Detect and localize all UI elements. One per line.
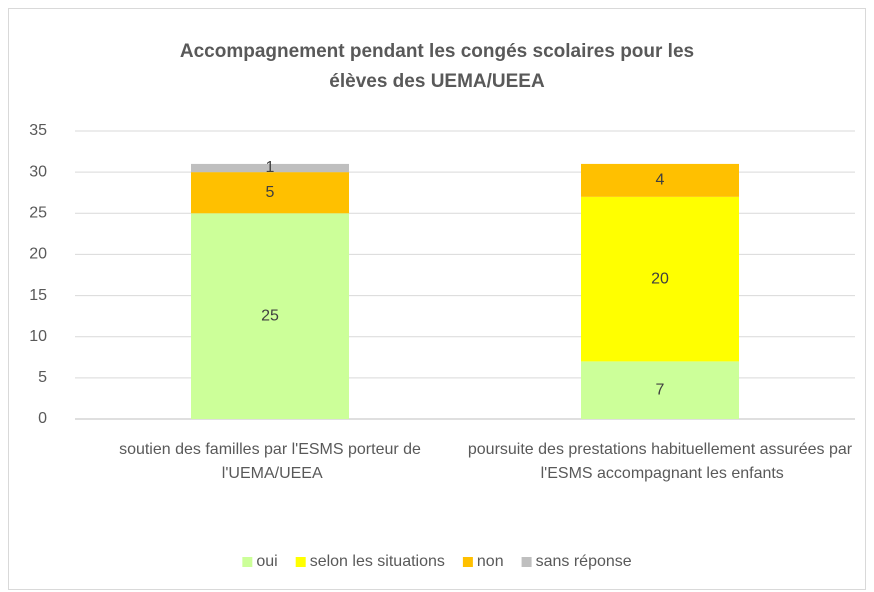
y-tick-label: 35 [29, 122, 47, 139]
y-tick-label: 25 [29, 205, 47, 222]
data-label: 4 [656, 172, 665, 189]
y-tick-label: 5 [38, 369, 47, 386]
legend: oui selon les situations non sans réponse [242, 553, 632, 570]
y-tick-label: 20 [29, 246, 47, 263]
bar-segment [581, 163, 739, 197]
x-tick-label: soutien des familles par l'ESMS porteur … [119, 441, 421, 482]
legend-label: oui [256, 553, 277, 570]
bar-segment [191, 172, 349, 214]
legend-swatch [295, 557, 306, 567]
y-tick-label: 30 [29, 163, 47, 180]
y-tick-label: 10 [29, 328, 47, 345]
legend-swatch [242, 557, 253, 567]
legend-swatch [521, 557, 532, 567]
bar-segment [191, 213, 349, 419]
chart-title: Accompagnement pendant les congés scolai… [180, 41, 694, 62]
legend-label: sans réponse [536, 553, 632, 570]
data-label: 25 [261, 307, 279, 324]
bar-segment [581, 196, 739, 362]
y-tick-label: 0 [38, 410, 47, 427]
legend-label: selon les situations [310, 553, 445, 570]
y-tick-label: 15 [29, 287, 47, 304]
data-label: 20 [651, 270, 669, 287]
legend-swatch [462, 557, 473, 567]
data-label: 7 [656, 381, 665, 398]
chart-title: élèves des UEMA/UEEA [329, 71, 545, 92]
bar-segment [581, 361, 739, 419]
legend-label: non [477, 553, 504, 570]
data-label: 5 [266, 184, 275, 201]
x-tick-label: poursuite des prestations habituellement… [468, 441, 853, 482]
data-label: 1 [266, 159, 275, 176]
bar-segment [191, 163, 349, 173]
